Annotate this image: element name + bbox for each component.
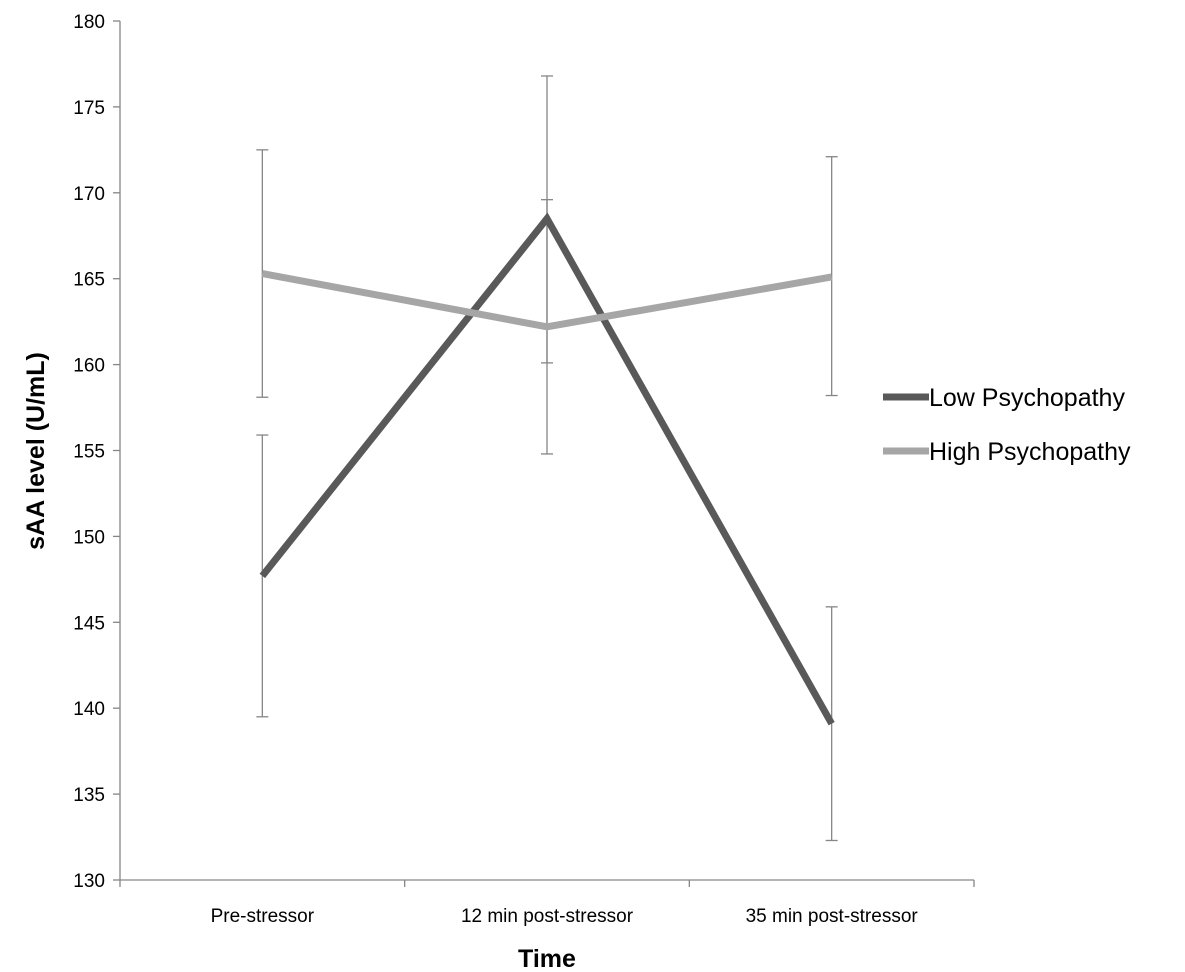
series-lines [259, 212, 835, 726]
y-tick-label: 180 [73, 12, 105, 33]
y-tick-label: 160 [73, 356, 105, 377]
x-tick-label: 12 min post-stressor [461, 906, 634, 927]
y-tick-label: 165 [73, 270, 105, 291]
y-tick-label: 175 [73, 98, 105, 119]
error-bars [256, 75, 838, 842]
series-line-low-psychopathy [259, 212, 835, 726]
legend: Low Psychopathy High Psychopathy [883, 384, 1131, 466]
y-tick-label: 130 [73, 871, 105, 892]
x-tick-label: 35 min post-stressor [746, 906, 919, 927]
axes: 130 135 140 145 150 155 160 165 170 175 180 Pre-str… [73, 12, 975, 927]
series-line-high-psychopathy [261, 270, 833, 331]
y-tick-label: 145 [73, 613, 105, 634]
y-tick-label: 135 [73, 785, 105, 806]
y-tick-label: 170 [73, 184, 105, 205]
y-tick-label: 150 [73, 527, 105, 548]
y-tick-label: 155 [73, 442, 105, 463]
y-axis-title: sAA level (U/mL) [22, 352, 50, 550]
x-axis-title: Time [518, 945, 576, 972]
x-tick-label: Pre-stressor [211, 906, 315, 927]
legend-label: Low Psychopathy [929, 384, 1125, 412]
legend-label: High Psychopathy [929, 438, 1131, 466]
y-tick-label: 140 [73, 699, 105, 720]
